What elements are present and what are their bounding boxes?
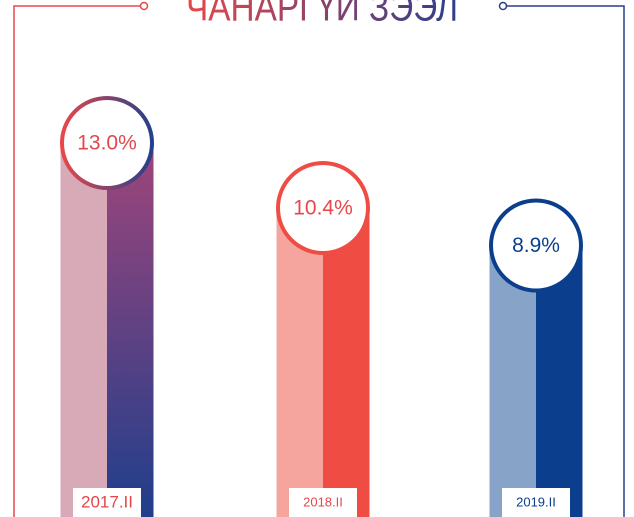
category-box	[502, 488, 570, 517]
value-badge	[489, 198, 583, 293]
x-tick-label: 2019.II	[516, 494, 556, 509]
bar-left	[60, 143, 107, 517]
value-badge	[60, 96, 154, 190]
bar	[276, 208, 370, 517]
value-label: 8.9%	[512, 234, 560, 257]
value-label: 13.0%	[77, 132, 137, 155]
x-tick-label: 2018.II	[303, 494, 343, 509]
value-badge	[276, 161, 370, 255]
category-box	[73, 488, 141, 517]
bar-right	[107, 143, 154, 517]
chart-title: ЧАНАРГҮЙ ЗЭЭЛ	[186, 0, 458, 30]
bar-left	[276, 208, 323, 517]
category-box	[289, 488, 357, 517]
bar	[489, 245, 583, 517]
value-label: 10.4%	[293, 197, 353, 220]
frame	[13, 1, 625, 517]
bar-right	[323, 208, 370, 517]
bar	[60, 143, 154, 517]
x-tick-label: 2017.II	[81, 492, 133, 511]
